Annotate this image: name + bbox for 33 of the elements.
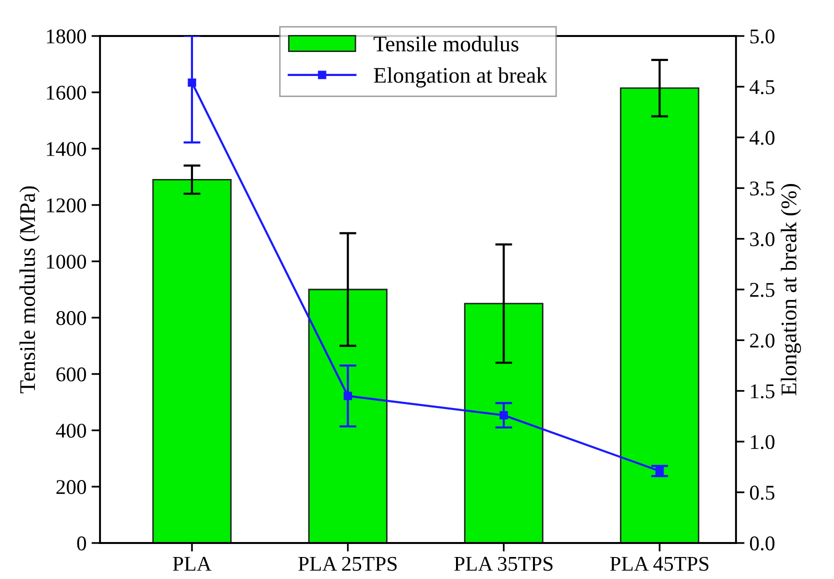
y2-tick-label: 3.0 — [750, 232, 774, 246]
y-tick-label: 600 — [56, 367, 86, 382]
y-axis-title: Tensile modulus (MPa) — [19, 186, 40, 394]
y-tick-label: 800 — [56, 311, 86, 326]
x-tick-label: PLA — [172, 556, 212, 571]
y2-tick-label: 3.5 — [750, 182, 774, 196]
y-tick-label: 200 — [56, 480, 86, 494]
y2-tick-label: 0.0 — [750, 536, 774, 551]
y2-tick-label: 4.0 — [750, 130, 774, 145]
y2-tick-label: 2.5 — [750, 282, 774, 298]
y2-tick-label: 1.0 — [751, 434, 774, 450]
y2-tick-label: 1.5 — [751, 384, 774, 398]
y-tick-label: 1600 — [46, 86, 86, 100]
bar — [620, 87, 700, 543]
bar — [308, 288, 388, 543]
y-tick-label: 1000 — [46, 254, 86, 269]
x-tick-label: PLA 35TPS — [454, 556, 553, 571]
y-tick-label: 1800 — [46, 29, 86, 44]
x-tick-label: PLA 45TPS — [610, 556, 708, 571]
y2-tick-label: 4.5 — [750, 80, 774, 94]
y-tick-label: 400 — [56, 424, 86, 438]
y2-tick-label: 5.0 — [750, 29, 774, 44]
y-tick-label: 1400 — [46, 142, 86, 156]
bar — [152, 178, 232, 543]
y2-axis-title: Elongation at break (%) — [780, 184, 802, 396]
y2-tick-label: 0.5 — [750, 486, 774, 500]
bar — [464, 302, 544, 543]
y2-tick-label: 2.0 — [750, 334, 774, 348]
x-tick-label: PLA 25TPS — [298, 556, 397, 571]
y-tick-label: 0 — [77, 536, 86, 550]
legend-label: Tensile modulus — [374, 36, 518, 52]
y-tick-label: 1200 — [46, 198, 86, 212]
legend-label: Elongation at break — [374, 67, 548, 88]
